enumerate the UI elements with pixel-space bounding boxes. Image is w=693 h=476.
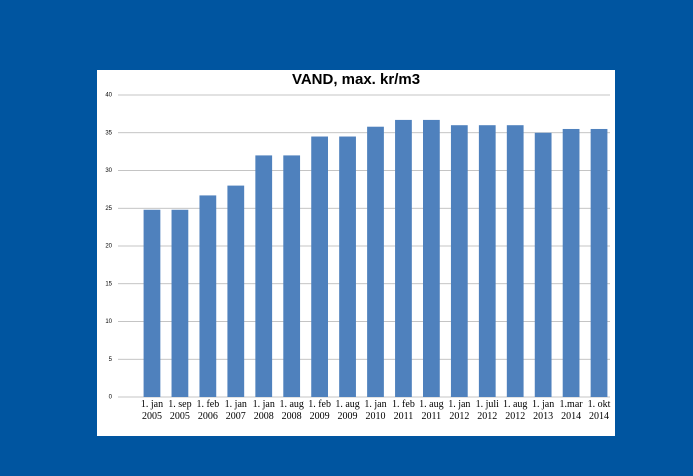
bar <box>450 125 468 397</box>
bar <box>227 185 245 397</box>
bar <box>590 128 608 397</box>
bar <box>311 136 328 397</box>
y-tick-label: 10 <box>105 319 112 325</box>
bar <box>534 132 552 397</box>
y-tick-label: 30 <box>105 168 112 174</box>
bar <box>283 155 301 397</box>
x-tick-label: 1. jan 2007 <box>224 399 247 422</box>
y-tick-label: 5 <box>109 357 113 363</box>
x-tick-label: 1. sep 2005 <box>168 399 192 422</box>
chart-title: VAND, max. kr/m3 <box>292 71 420 88</box>
x-tick-label: 1. jan 2005 <box>140 399 164 422</box>
x-tick-label: 1. jan 2010 <box>364 399 387 422</box>
bar <box>478 125 496 397</box>
bar <box>562 128 580 397</box>
y-tick-label: 25 <box>105 206 112 212</box>
bar <box>339 136 356 397</box>
x-tick-label: 1. juli 2012 <box>475 399 499 422</box>
x-tick-label: 1.mar 2014 <box>559 399 583 422</box>
x-tick-label: 1. aug 2008 <box>279 399 304 422</box>
bar <box>423 119 440 397</box>
x-tick-label: 1. jan 2012 <box>448 399 471 422</box>
x-tick-label: 1. aug 2009 <box>335 399 360 422</box>
bar <box>171 209 189 397</box>
bar <box>367 126 384 398</box>
y-tick-label: 0 <box>109 395 113 401</box>
bar <box>199 195 217 397</box>
x-tick-label: 1. feb 2009 <box>308 399 331 422</box>
y-tick-label: 15 <box>105 281 112 287</box>
y-tick-label: 20 <box>105 244 112 250</box>
x-tick-label: 1. jan 2013 <box>532 399 555 422</box>
x-tick-label: 1. aug 2012 <box>502 399 528 422</box>
x-tick-label: 1. feb 2011 <box>392 399 415 422</box>
y-tick-label: 35 <box>105 130 112 136</box>
x-tick-label: 1. aug 2011 <box>419 399 444 422</box>
y-tick-label: 40 <box>105 93 112 99</box>
bar <box>395 119 412 397</box>
x-tick-label: 1. feb 2006 <box>196 399 220 422</box>
bar <box>506 125 524 397</box>
bar <box>143 209 161 397</box>
x-tick-label: 1. jan 2008 <box>252 399 275 422</box>
x-tick-label: 1. okt 2014 <box>587 399 611 422</box>
bar <box>255 155 273 397</box>
